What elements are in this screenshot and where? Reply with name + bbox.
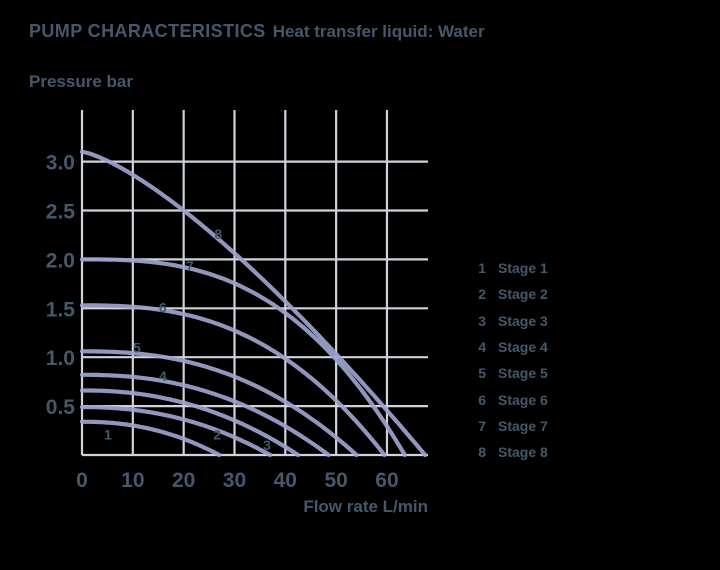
chart-title-subtitle: Heat transfer liquid: Water — [272, 22, 485, 41]
x-tick-label: 60 — [375, 469, 398, 492]
curve-label-stage-6: 6 — [159, 299, 167, 315]
legend-stage-label: Stage 8 — [498, 444, 548, 461]
curve-label-stage-1: 1 — [104, 426, 112, 442]
x-tick-label: 0 — [76, 469, 88, 492]
legend-stage-label: Stage 4 — [498, 339, 548, 356]
curve-label-stage-2: 2 — [213, 426, 221, 442]
pump-curve-stage-2 — [79, 405, 273, 458]
curve-label-stage-4: 4 — [159, 368, 167, 384]
legend-item-stage-3: 3 Stage 3 — [469, 308, 548, 334]
pump-curve-stage-7 — [79, 257, 407, 458]
legend-stage-number: 2 — [478, 286, 486, 303]
x-tick-label: 20 — [172, 469, 195, 492]
y-tick-label: 3.0 — [46, 152, 75, 175]
legend-item-stage-2: 2 Stage 2 — [469, 281, 548, 307]
chart-title: PUMP CHARACTERISTICS Heat transfer liquid… — [29, 21, 485, 42]
pump-curve-stage-8 — [79, 149, 428, 458]
y-tick-label: 1.5 — [46, 298, 76, 321]
x-tick-label: 50 — [324, 469, 347, 492]
legend-stage-label: Stage 3 — [498, 312, 548, 329]
curve-label-stage-3: 3 — [263, 437, 271, 453]
x-tick-label: 10 — [121, 469, 144, 492]
stage-legend: 1 Stage 1 2 Stage 2 3 Stage 3 4 Stage 4 5 Stage 5… — [469, 255, 548, 465]
x-tick-label: 30 — [223, 469, 246, 492]
legend-item-stage-6: 6 Stage 6 — [469, 386, 548, 412]
curve-label-stage-8: 8 — [214, 226, 222, 242]
x-tick-label: 40 — [274, 469, 297, 492]
legend-item-stage-1: 1 Stage 1 — [469, 255, 548, 281]
legend-stage-number: 1 — [478, 260, 486, 277]
legend-stage-number: 4 — [478, 339, 486, 356]
legend-item-stage-5: 5 Stage 5 — [469, 360, 548, 386]
pump-curve-stage-5 — [79, 349, 359, 458]
legend-stage-label: Stage 6 — [498, 391, 548, 408]
chart-title-main: PUMP CHARACTERISTICS — [29, 21, 266, 41]
curve-label-stage-7: 7 — [186, 258, 194, 274]
pump-curve-stage-4 — [79, 372, 331, 458]
x-axis-title: Flow rate L/min — [303, 497, 428, 516]
pump-curve-stage-3 — [79, 388, 301, 458]
pump-curve-stage-1 — [79, 419, 222, 458]
legend-stage-label: Stage 1 — [498, 260, 548, 277]
y-tick-label: 0.5 — [46, 396, 76, 419]
curve-label-stage-5: 5 — [133, 339, 141, 355]
legend-stage-label: Stage 5 — [498, 365, 548, 382]
legend-stage-label: Stage 2 — [498, 286, 548, 303]
legend-stage-label: Stage 7 — [498, 417, 548, 434]
legend-item-stage-7: 7 Stage 7 — [469, 413, 548, 439]
legend-stage-number: 8 — [478, 444, 486, 461]
legend-item-stage-8: 8 Stage 8 — [469, 439, 548, 465]
legend-item-stage-4: 4 Stage 4 — [469, 334, 548, 360]
y-axis-title: Pressure bar — [29, 72, 133, 91]
y-tick-label: 1.0 — [46, 347, 75, 370]
y-tick-label: 2.0 — [46, 249, 75, 272]
legend-stage-number: 7 — [478, 417, 486, 434]
legend-stage-number: 6 — [478, 391, 486, 408]
legend-stage-number: 3 — [478, 312, 486, 329]
y-tick-label: 2.5 — [46, 201, 76, 224]
legend-stage-number: 5 — [478, 365, 486, 382]
pump-curve-stage-6 — [79, 303, 387, 458]
